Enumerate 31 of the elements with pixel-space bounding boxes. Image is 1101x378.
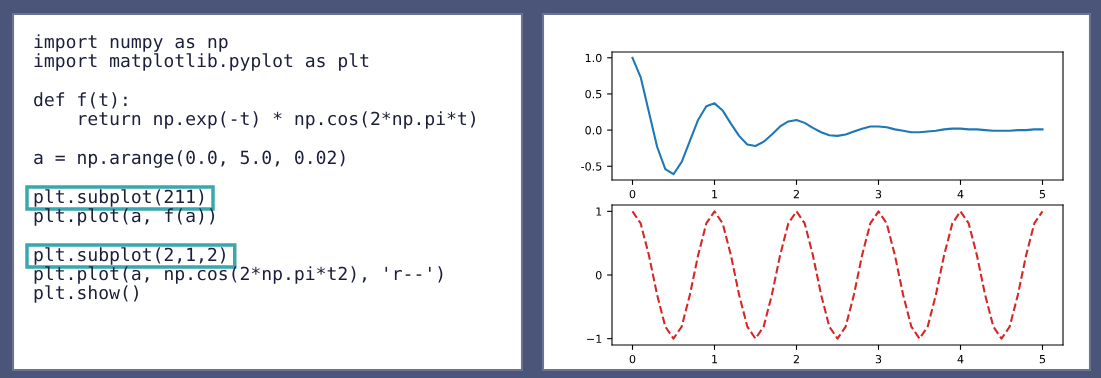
x-tick-label: 2 [793, 354, 799, 364]
y-tick-label: 1 [596, 207, 602, 216]
text: import numpy as np [34, 34, 228, 52]
x-tick-label: 5 [1039, 355, 1046, 364]
text: import matplotlib.pyplot as plt [34, 53, 369, 71]
text: def f(t): [34, 92, 127, 109]
line-series [631, 56, 1044, 176]
x-tick-label: 2 [793, 189, 799, 199]
line-series [631, 210, 1044, 340]
x-tick-label: 5 [1039, 190, 1046, 199]
y-tick-label: −1 [587, 334, 602, 343]
x-tick-label: 0 [629, 354, 636, 364]
text: plt.plot(a, np.cos(2*np.pi*t2), 'r--') [34, 266, 443, 284]
y-tick-label: 0.0 [585, 126, 602, 135]
text: plt.subplot(2,1,2) [34, 247, 225, 265]
y-tick-label: 0.5 [585, 89, 602, 99]
x-tick-label: 3 [875, 354, 882, 364]
x-tick-label: 1 [712, 190, 718, 199]
x-tick-label: 0 [629, 189, 636, 199]
y-tick-label: 0 [595, 270, 602, 280]
y-tick-label: -0.5 [581, 162, 602, 171]
text: plt.subplot(211) [34, 189, 204, 207]
y-tick-label: 1.0 [585, 53, 602, 63]
text: return np.exp(-t) * np.cos(2*np.pi*t) [79, 111, 475, 129]
text: plt.show() [34, 285, 138, 303]
x-tick-label: 1 [712, 355, 718, 364]
text: plt.plot(a, f(a)) [34, 208, 215, 226]
x-tick-label: 4 [957, 190, 964, 199]
x-tick-label: 4 [957, 355, 964, 364]
text: a = np.arange(0.0, 5.0, 0.02) [34, 150, 345, 168]
x-tick-label: 3 [875, 189, 882, 199]
